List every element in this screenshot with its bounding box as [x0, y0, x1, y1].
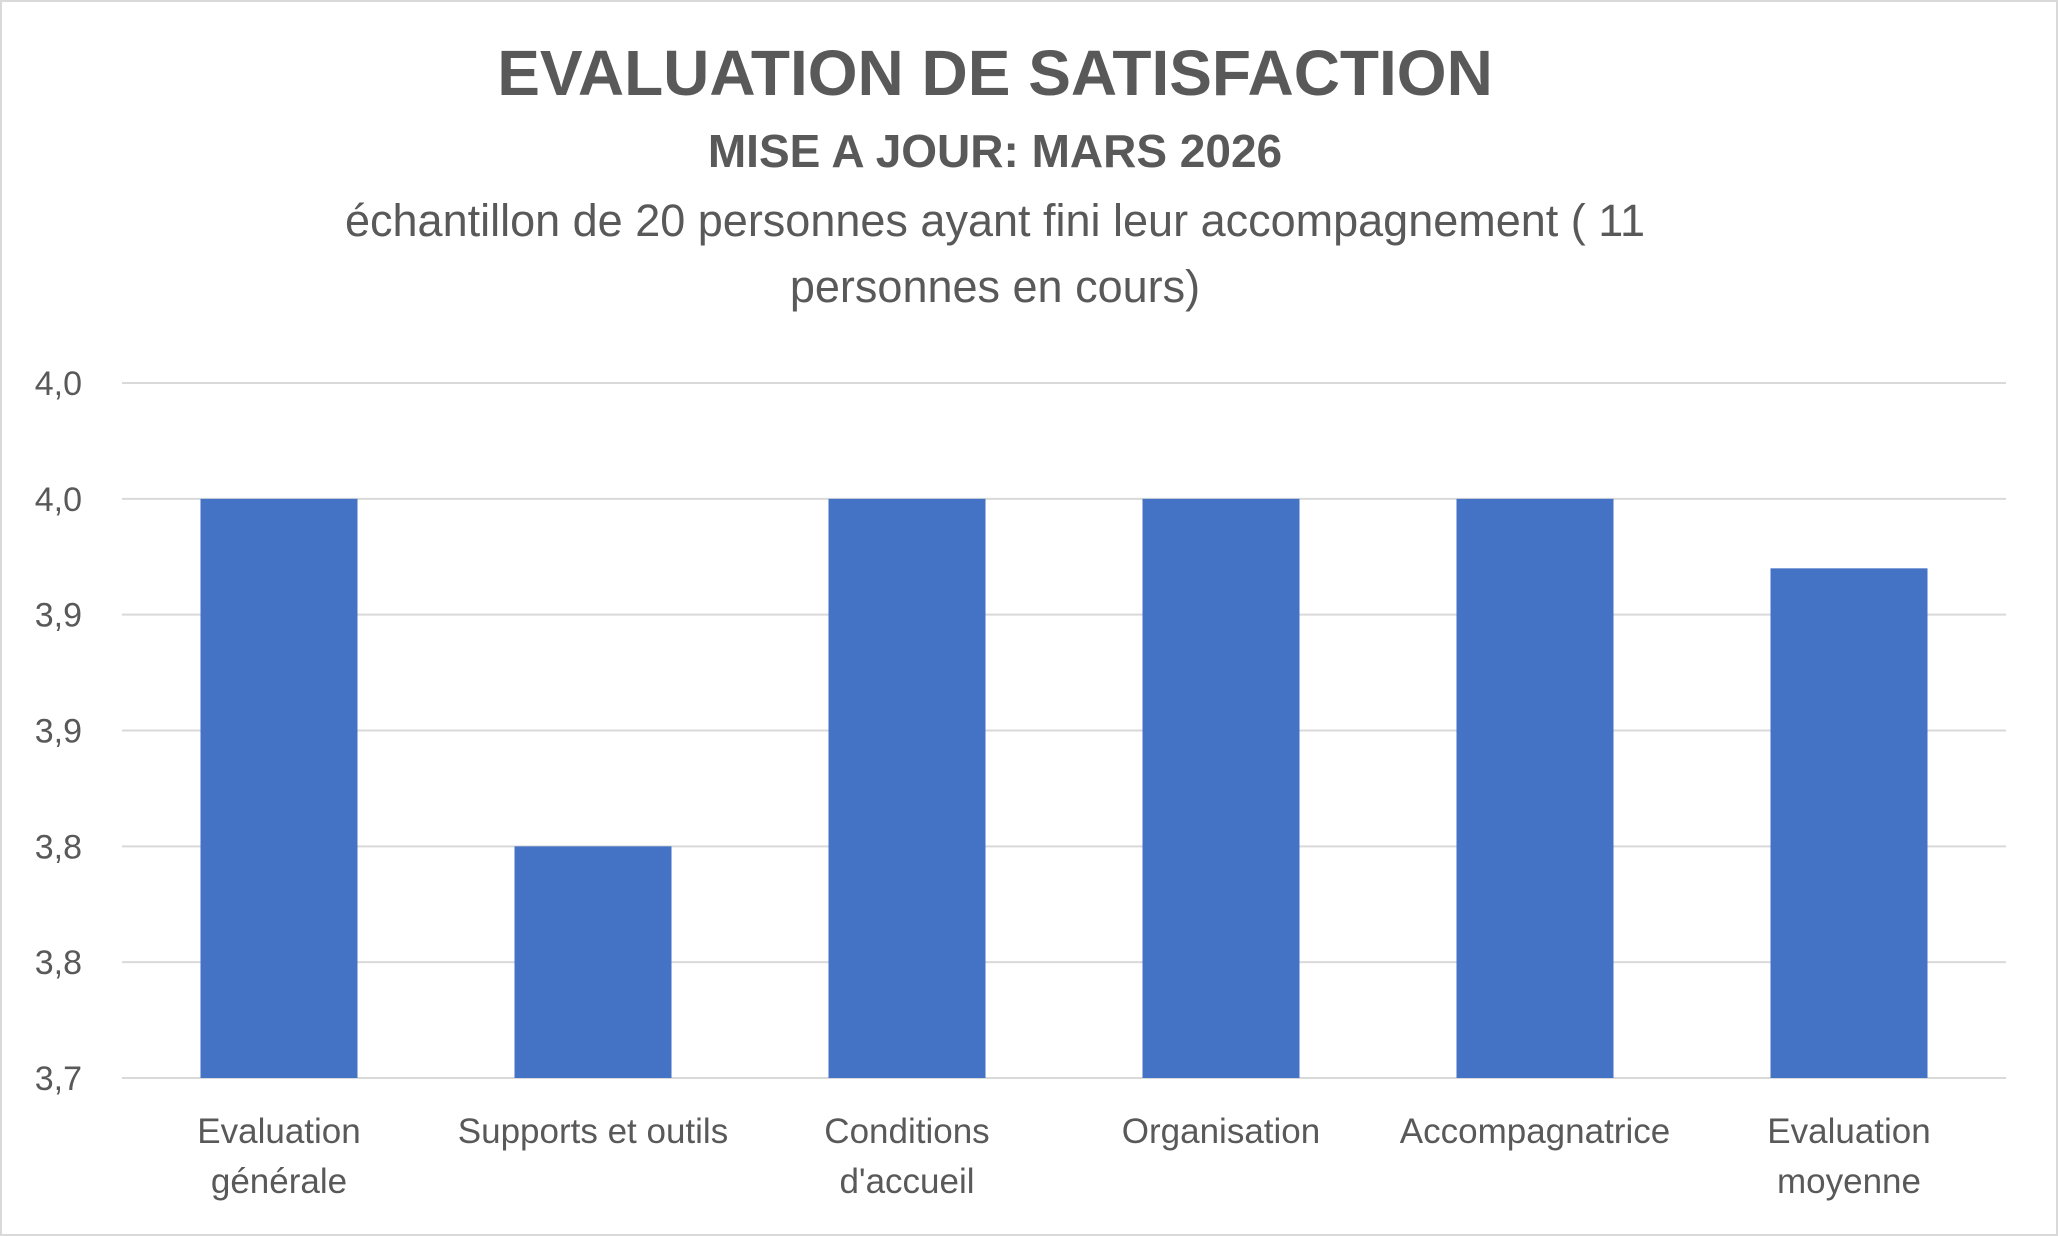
x-tick-label: Accompagnatrice — [1400, 1112, 1670, 1151]
bar — [828, 498, 986, 1078]
y-tick-label: 4,0 — [35, 481, 82, 519]
chart-description: échantillon de 20 personnes ayant fini l… — [345, 195, 1645, 312]
y-tick-label: 3,9 — [35, 597, 82, 635]
x-tick-label: Supports et outils — [458, 1112, 728, 1151]
chart-title: EVALUATION DE SATISFACTION — [497, 37, 1493, 109]
bar — [514, 846, 672, 1078]
y-tick-label: 4,0 — [35, 365, 82, 403]
y-tick-label: 3,9 — [35, 713, 82, 751]
bar — [1142, 498, 1300, 1078]
x-tick-label: Organisation — [1122, 1112, 1320, 1151]
bar — [1456, 498, 1614, 1078]
bar — [200, 498, 358, 1078]
bar — [1770, 568, 1928, 1078]
x-tick-label: Conditions — [824, 1112, 989, 1151]
y-tick-label: 3,8 — [35, 944, 82, 982]
y-tick-label: 3,7 — [35, 1060, 82, 1098]
x-tick-label: générale — [211, 1162, 347, 1201]
x-tick-label: Evaluation — [1767, 1112, 1930, 1151]
x-tick-label: Evaluation — [197, 1112, 360, 1151]
chart-subtitle: MISE A JOUR: MARS 2026 — [707, 125, 1283, 177]
x-tick-label: moyenne — [1777, 1162, 1921, 1201]
y-tick-label: 3,8 — [35, 828, 82, 866]
x-tick-label: d'accueil — [839, 1162, 974, 1201]
